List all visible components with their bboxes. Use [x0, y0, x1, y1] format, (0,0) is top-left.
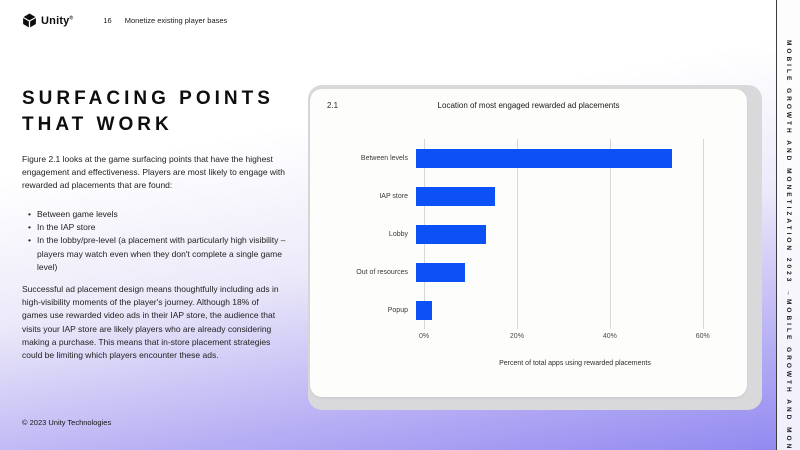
intro-paragraph: Figure 2.1 looks at the game surfacing p…	[22, 154, 286, 191]
x-tick-label: 0%	[418, 333, 430, 340]
chart-row: Popup	[326, 291, 731, 329]
chart-title: Location of most engaged rewarded ad pla…	[437, 101, 620, 110]
x-tick-label: 40%	[602, 333, 617, 340]
category-label: Out of resources	[356, 268, 408, 276]
page-number: 16	[103, 16, 112, 25]
figure-number: 2.1	[327, 101, 339, 110]
bar-popup	[416, 300, 433, 320]
bar-out-of-resources	[416, 262, 465, 282]
chart-row: Out of resources	[326, 253, 731, 291]
unity-logo-icon	[22, 13, 37, 28]
bar-chart: Between levels IAP store Lobby Out of resou…	[326, 139, 731, 367]
category-label: IAP store	[379, 192, 408, 200]
placement-bullet-list: Between game levels In the IAP store In …	[28, 208, 286, 274]
header: Unity® 16 Monetize existing player bases	[22, 13, 227, 28]
brand-name: Unity®	[41, 14, 74, 27]
category-label: Lobby	[388, 230, 408, 238]
gridline	[609, 139, 611, 329]
bullet-item: In the lobby/pre-level (a placement with…	[28, 234, 286, 274]
chart-row: Between levels	[326, 139, 731, 177]
bar-iap-store	[416, 186, 495, 206]
x-axis-label: Percent of total apps using rewarded pla…	[499, 360, 651, 367]
category-label: Between levels	[360, 154, 408, 162]
gridline	[702, 139, 704, 329]
chart-row: Lobby	[326, 215, 731, 253]
breadcrumb: Monetize existing player bases	[124, 16, 228, 25]
page-title-line1: SURFACING POINTS	[22, 88, 274, 109]
copyright: © 2023 Unity Technologies	[22, 418, 112, 427]
chart-rows: Between levels IAP store Lobby Out of resou…	[326, 139, 731, 329]
gridline	[516, 139, 518, 329]
page-title-line2: THAT WORK	[22, 114, 173, 135]
bullet-item: In the IAP store	[28, 221, 286, 234]
page-title: SURFACING POINTS THAT WORK	[22, 86, 274, 138]
chart-card-backdrop: 2.1 Location of most engaged rewarded ad…	[308, 85, 762, 410]
edge-banner-text: MOBILE GROWTH AND MONETIZATION 2023 →	[785, 298, 792, 450]
body-paragraph: Successful ad placement design means tho…	[22, 284, 279, 361]
bullet-item: Between game levels	[28, 208, 286, 221]
bar-between-levels	[416, 148, 672, 168]
edge-banner: MOBILE GROWTH AND MONETIZATION 2023 → MO…	[776, 0, 800, 450]
chart-card: 2.1 Location of most engaged rewarded ad…	[310, 89, 747, 397]
x-tick-label: 60%	[695, 333, 710, 340]
category-label: Popup	[387, 306, 408, 314]
chart-row: IAP store	[326, 177, 731, 215]
bar-lobby	[416, 224, 486, 244]
edge-banner-text: MOBILE GROWTH AND MONETIZATION 2023 →	[785, 40, 792, 299]
x-tick-label: 20%	[509, 333, 524, 340]
x-axis-ticks: 0% 20% 40% 60%	[419, 333, 726, 344]
